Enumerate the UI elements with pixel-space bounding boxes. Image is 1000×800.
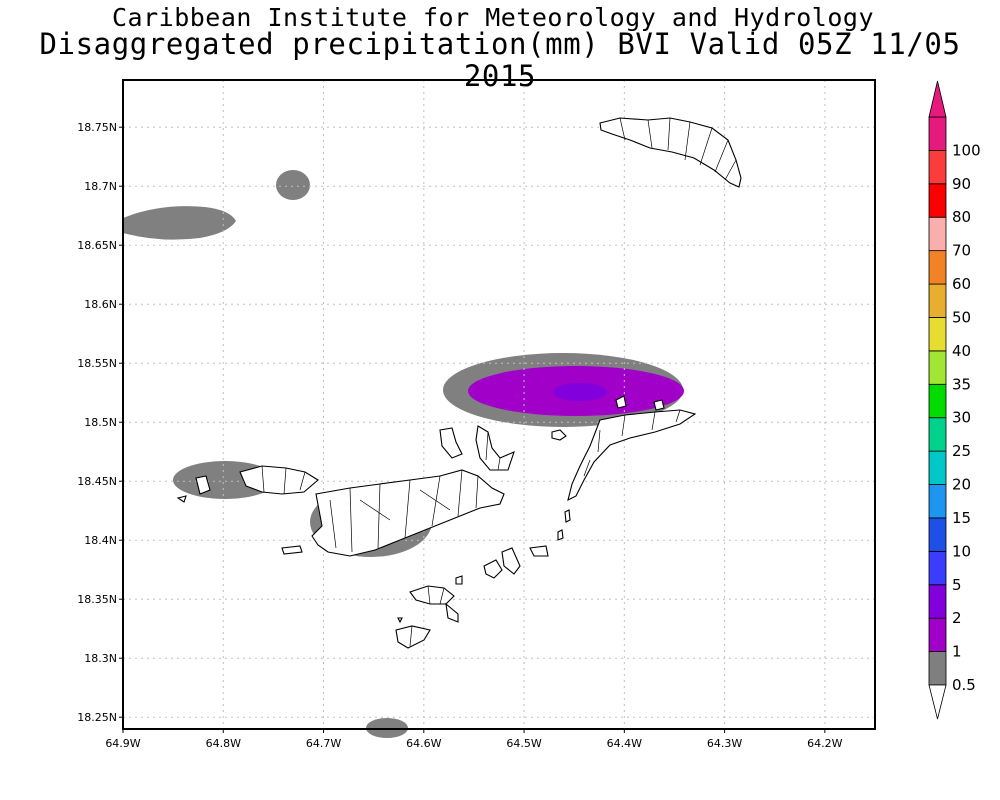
colorbar-swatch <box>928 450 947 485</box>
island-ginger <box>501 547 521 575</box>
lat-tick-label: 18.6N <box>84 298 117 311</box>
colorbar-label: 2 <box>952 609 962 627</box>
longitude-labels: 64.9W 64.8W 64.7W 64.6W 64.5W 64.4W 64.3W 64.2W <box>105 737 842 750</box>
lat-tick-label: 18.5N <box>84 416 117 429</box>
lat-tick-label: 18.4N <box>84 534 117 547</box>
colorbar-label: 30 <box>952 409 971 427</box>
lat-tick-label: 18.75N <box>77 121 117 134</box>
map-subtitle: Disaggregated precipitation(mm) BVI Vali… <box>39 27 961 93</box>
lat-tick-label: 18.45N <box>77 475 117 488</box>
colorbar-swatch <box>928 317 947 352</box>
colorbar-label: 5 <box>952 576 962 594</box>
colorbar-swatch <box>928 150 947 185</box>
island-scrub <box>551 429 567 441</box>
colorbar-swatch <box>928 283 947 318</box>
colorbar-swatch <box>928 417 947 452</box>
island-anegada <box>599 117 742 188</box>
precip-area-east-core <box>553 383 607 401</box>
island-islet-5 <box>455 575 463 585</box>
island-beef-island <box>439 427 463 459</box>
island-tortola <box>311 469 505 557</box>
colorbar-label: 70 <box>952 242 971 260</box>
lat-tick-label: 18.35N <box>77 593 117 606</box>
lat-tick-label: 18.7N <box>84 180 117 193</box>
colorbar-swatch <box>928 383 947 419</box>
colorbar-label: 50 <box>952 308 971 326</box>
island-cooper <box>395 625 431 649</box>
island-islet-6 <box>557 529 564 541</box>
colorbar-label: 1 <box>952 643 962 661</box>
colorbar-label: 100 <box>952 141 981 159</box>
island-salt <box>483 559 503 579</box>
island-jost-van-dyke <box>239 465 319 495</box>
island-subdivisions <box>261 117 737 647</box>
colorbar-swatch <box>928 651 947 686</box>
colorbar-label: 40 <box>952 342 971 360</box>
colorbar-label: 25 <box>952 442 971 460</box>
colorbar-label: 0.5 <box>952 676 976 694</box>
lon-tick-label: 64.5W <box>506 737 541 750</box>
colorbar-over-triangle <box>928 80 947 118</box>
colorbar-swatch <box>928 484 947 519</box>
lon-tick-label: 64.8W <box>206 737 241 750</box>
lon-tick-label: 64.4W <box>607 737 642 750</box>
precip-area-small-north <box>276 170 310 200</box>
colorbar-swatch <box>928 584 947 619</box>
island-peter <box>409 585 455 605</box>
lat-tick-label: 18.25N <box>77 711 117 724</box>
lat-tick-label: 18.55N <box>77 357 117 370</box>
colorbar-label: 35 <box>952 375 971 393</box>
island-islet-1 <box>176 495 187 503</box>
colorbar-label: 10 <box>952 542 971 560</box>
island-west-cay <box>281 545 303 555</box>
map-title: Caribbean Institute for Meteorology and … <box>111 3 874 32</box>
lon-tick-label: 64.9W <box>105 737 140 750</box>
lon-tick-label: 64.7W <box>306 737 341 750</box>
lon-tick-label: 64.3W <box>707 737 742 750</box>
latitude-labels: 18.75N 18.7N 18.65N 18.6N 18.55N 18.5N 18.45N 1… <box>77 121 117 724</box>
colorbar-label: 90 <box>952 175 971 193</box>
colorbar-swatch <box>928 216 947 252</box>
colorbar-label: 15 <box>952 509 971 527</box>
colorbar-swatch <box>928 350 947 385</box>
precip-area-northwest <box>123 206 236 240</box>
island-north-cays <box>475 425 515 471</box>
tick-marks <box>119 126 826 733</box>
lat-tick-label: 18.65N <box>77 239 117 252</box>
island-norman <box>445 602 459 623</box>
colorbar-swatch <box>928 116 947 151</box>
island-islet-4 <box>397 617 403 624</box>
island-small-west <box>195 475 211 495</box>
island-islet-2 <box>615 395 627 409</box>
lon-tick-label: 64.6W <box>406 737 441 750</box>
colorbar-swatch <box>928 250 947 285</box>
island-islet-3 <box>653 399 665 411</box>
colorbar-label: 20 <box>952 476 971 494</box>
colorbar-swatch <box>928 517 947 552</box>
island-islet-7 <box>564 509 571 523</box>
colorbar-label: 80 <box>952 208 971 226</box>
lon-tick-label: 64.2W <box>807 737 842 750</box>
colorbar-swatch <box>928 617 947 652</box>
island-fallen-jerusalem <box>529 545 549 557</box>
colorbar-swatch <box>928 550 947 586</box>
lat-tick-label: 18.3N <box>84 652 117 665</box>
colorbar-under-triangle <box>928 684 947 720</box>
plot-frame <box>122 79 876 730</box>
colorbar-label: 60 <box>952 275 971 293</box>
colorbar-swatch <box>928 183 947 218</box>
